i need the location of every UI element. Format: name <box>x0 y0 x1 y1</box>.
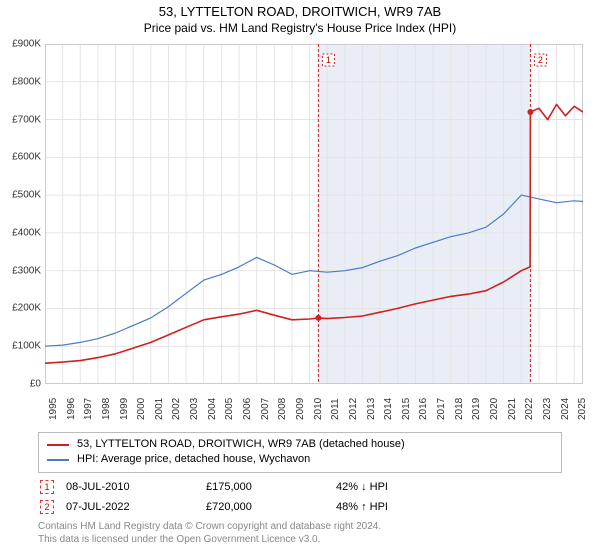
legend-swatch-a <box>47 444 69 446</box>
tx-date: 07-JUL-2022 <box>66 501 206 513</box>
y-tick-label: £200K <box>12 303 41 314</box>
x-tick-label: 2010 <box>313 398 324 420</box>
marker-box-icon: 1 <box>40 480 54 494</box>
tx-pct: 42% ↓ HPI <box>336 481 456 493</box>
page-title: 53, LYTTELTON ROAD, DROITWICH, WR9 7AB <box>0 4 600 19</box>
x-tick-label: 2007 <box>260 398 271 420</box>
x-tick-label: 2001 <box>154 398 165 420</box>
x-tick-label: 2015 <box>401 398 412 420</box>
x-tick-label: 2012 <box>348 398 359 420</box>
x-axis-labels: 1995 1996 1997 1998 1999 2000 2001 2002 2003 2004… <box>45 390 583 428</box>
legend-label-b: HPI: Average price, detached house, Wych… <box>77 452 310 467</box>
x-tick-label: 2004 <box>207 398 218 420</box>
tx-price: £175,000 <box>206 481 336 493</box>
y-tick-label: £0 <box>30 379 41 390</box>
x-tick-label: 2020 <box>489 398 500 420</box>
legend: 53, LYTTELTON ROAD, DROITWICH, WR9 7AB (… <box>38 432 562 473</box>
svg-text:1: 1 <box>326 55 331 65</box>
legend-swatch-b <box>47 459 69 461</box>
x-tick-label: 1998 <box>101 398 112 420</box>
y-tick-label: £400K <box>12 227 41 238</box>
x-tick-label: 2002 <box>171 398 182 420</box>
marker-box-icon: 2 <box>40 500 54 514</box>
attribution: Contains HM Land Registry data © Crown c… <box>38 520 562 546</box>
x-tick-label: 1996 <box>66 398 77 420</box>
table-row: 1 08-JUL-2010 £175,000 42% ↓ HPI <box>38 478 562 496</box>
x-tick-label: 2018 <box>454 398 465 420</box>
legend-item-series-a: 53, LYTTELTON ROAD, DROITWICH, WR9 7AB (… <box>47 437 553 452</box>
svg-text:2: 2 <box>538 55 543 65</box>
x-tick-label: 2017 <box>436 398 447 420</box>
x-tick-label: 2016 <box>418 398 429 420</box>
price-chart: 12 £0£100K£200K£300K£400K£500K£600K£700K… <box>45 44 583 384</box>
tx-pct: 48% ↑ HPI <box>336 501 456 513</box>
tx-price: £720,000 <box>206 501 336 513</box>
y-tick-label: £300K <box>12 265 41 276</box>
x-tick-label: 2008 <box>277 398 288 420</box>
x-tick-label: 1999 <box>119 398 130 420</box>
page-subtitle: Price paid vs. HM Land Registry's House … <box>0 21 600 35</box>
x-tick-label: 2006 <box>242 398 253 420</box>
y-tick-label: £600K <box>12 152 41 163</box>
attribution-line: Contains HM Land Registry data © Crown c… <box>38 520 562 533</box>
x-tick-label: 2024 <box>560 398 571 420</box>
y-tick-label: £900K <box>12 39 41 50</box>
y-tick-label: £100K <box>12 341 41 352</box>
x-tick-label: 1997 <box>83 398 94 420</box>
x-tick-label: 2003 <box>189 398 200 420</box>
x-tick-label: 2000 <box>136 398 147 420</box>
x-tick-label: 2019 <box>471 398 482 420</box>
x-tick-label: 2014 <box>383 398 394 420</box>
legend-item-series-b: HPI: Average price, detached house, Wych… <box>47 452 553 467</box>
transactions-table: 1 08-JUL-2010 £175,000 42% ↓ HPI 2 07-JU… <box>38 476 562 518</box>
attribution-line: This data is licensed under the Open Gov… <box>38 533 562 546</box>
y-tick-label: £500K <box>12 190 41 201</box>
x-tick-label: 2021 <box>507 398 518 420</box>
x-tick-label: 2022 <box>524 398 535 420</box>
tx-date: 08-JUL-2010 <box>66 481 206 493</box>
x-tick-label: 2013 <box>366 398 377 420</box>
x-tick-label: 1995 <box>48 398 59 420</box>
x-tick-label: 2011 <box>330 398 341 420</box>
x-tick-label: 2005 <box>224 398 235 420</box>
y-tick-label: £700K <box>12 114 41 125</box>
x-tick-label: 2009 <box>295 398 306 420</box>
legend-label-a: 53, LYTTELTON ROAD, DROITWICH, WR9 7AB (… <box>77 437 405 452</box>
x-tick-label: 2023 <box>542 398 553 420</box>
x-tick-label: 2025 <box>577 398 588 420</box>
table-row: 2 07-JUL-2022 £720,000 48% ↑ HPI <box>38 498 562 516</box>
y-tick-label: £800K <box>12 76 41 87</box>
